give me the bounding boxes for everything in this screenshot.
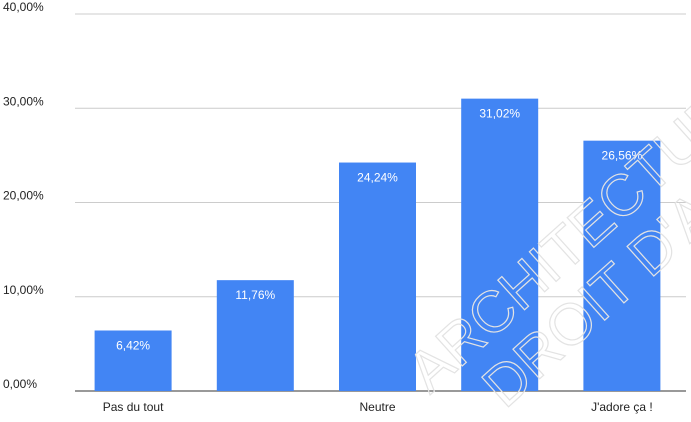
y-tick-label: 40,00% <box>3 0 44 14</box>
data-label: 24,24% <box>357 171 398 185</box>
y-tick-label: 20,00% <box>3 189 44 203</box>
x-tick-label: Neutre <box>359 400 395 414</box>
bar <box>339 162 416 391</box>
data-label: 31,02% <box>479 107 520 121</box>
x-axis-ticks: Pas du tout Neutre J'adore ça ! <box>103 400 653 414</box>
y-tick-label: 0,00% <box>3 377 37 391</box>
data-label: 11,76% <box>235 288 275 302</box>
x-tick-label: J'adore ça ! <box>591 400 653 414</box>
y-tick-label: 10,00% <box>3 283 44 297</box>
bar <box>583 140 661 391</box>
y-tick-label: 30,00% <box>3 94 44 108</box>
x-tick-label: Pas du tout <box>103 400 164 414</box>
data-labels: 6,42% 11,76% 24,24% 31,02% 26,56% <box>116 107 642 353</box>
data-label: 6,42% <box>116 338 150 352</box>
bars <box>94 98 661 391</box>
bar <box>461 98 539 391</box>
data-label: 26,56% <box>602 149 643 163</box>
bar <box>94 330 172 391</box>
bar <box>216 280 294 391</box>
y-axis-ticks: 0,00% 10,00% 20,00% 30,00% 40,00% <box>3 0 44 391</box>
